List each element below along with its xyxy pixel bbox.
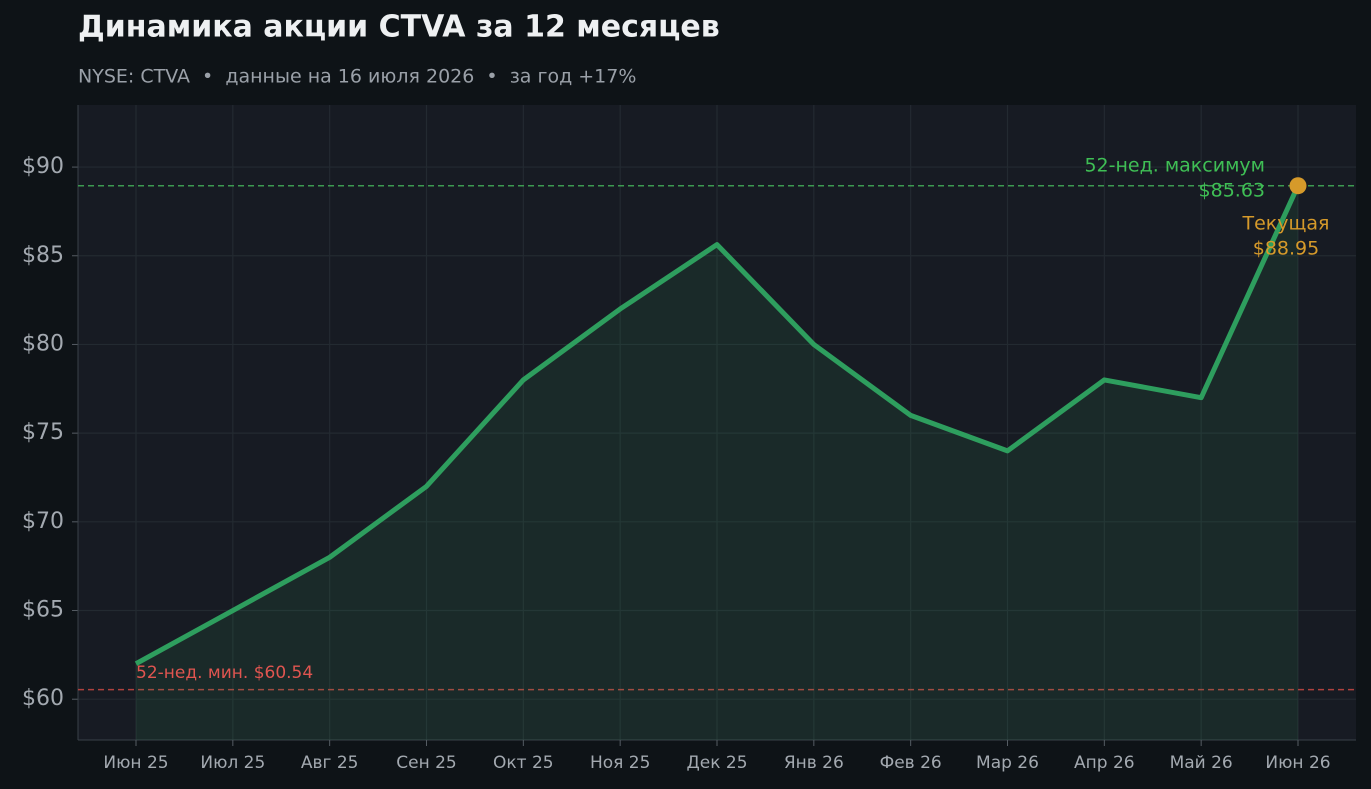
x-tick-label: Июн 26: [1265, 753, 1330, 773]
area: [136, 185, 1298, 740]
x-tick-label: Фев 26: [880, 753, 942, 773]
x-tick-label: Авг 25: [301, 753, 359, 773]
line: [134, 184, 1301, 666]
y-tick-label: $75: [22, 420, 64, 445]
x-tick-label: Июл 25: [200, 753, 265, 773]
x-tick-label: Май 26: [1170, 753, 1233, 773]
current-point: [1289, 177, 1307, 195]
chart-subtitle: NYSE: CTVA • данные на 16 июля 2026 • за…: [78, 66, 636, 88]
x-tick-label: Ноя 25: [590, 753, 650, 773]
annotation: 52-нед. мин. $60.54: [136, 663, 313, 683]
annotation: Текущая: [1242, 213, 1330, 235]
annotation: 52-нед. максимум: [1084, 155, 1265, 177]
y-tick-label: $80: [22, 331, 64, 356]
x-tick-label: Апр 26: [1074, 753, 1135, 773]
y-tick-label: $90: [22, 154, 64, 179]
y-tick-label: $70: [22, 509, 64, 534]
y-tick-label: $65: [22, 598, 64, 623]
chart-title: Динамика акции CTVA за 12 месяцев: [78, 10, 720, 45]
x-tick-label: Мар 26: [976, 753, 1039, 773]
x-tick-label: Июн 25: [103, 753, 168, 773]
annotation: $85.63: [1199, 180, 1265, 202]
y-tick-label: $85: [22, 243, 64, 268]
x-tick-label: Сен 25: [396, 753, 456, 773]
x-tick-label: Янв 26: [784, 753, 844, 773]
annotation: $88.95: [1253, 238, 1319, 260]
y-tick-label: $60: [22, 686, 64, 711]
x-tick-label: Дек 25: [686, 753, 747, 773]
x-tick-label: Окт 25: [493, 753, 554, 773]
